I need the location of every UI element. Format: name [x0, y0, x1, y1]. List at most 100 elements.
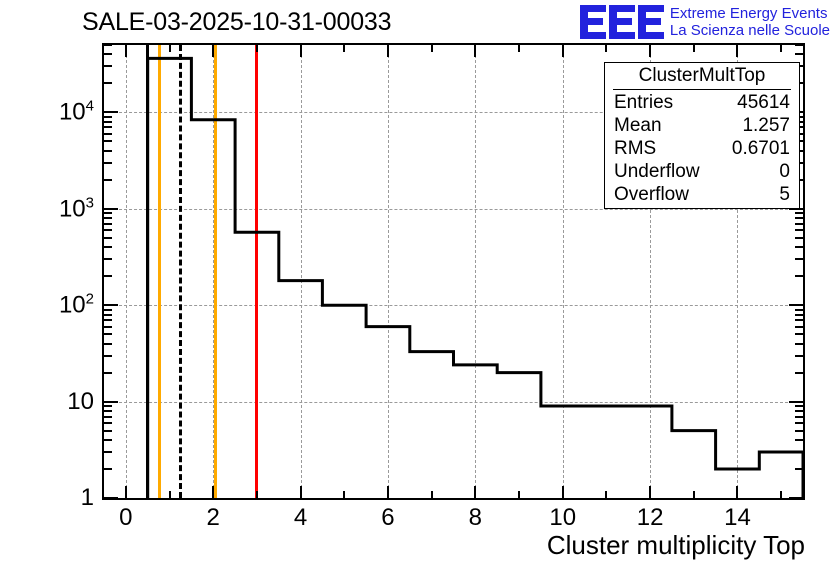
x-tick-top-minor [518, 45, 521, 52]
y-tick-right-minor [795, 313, 803, 316]
marker-orange-line-high [214, 45, 218, 498]
y-tick-minor [104, 258, 112, 261]
y-tick-right-minor [795, 217, 803, 220]
x-tick-major [474, 486, 477, 498]
x-tick-label: 14 [724, 504, 751, 531]
y-tick-label: 104 [58, 97, 94, 126]
y-tick-label: 1 [80, 484, 94, 511]
y-tick-minor [104, 342, 112, 345]
y-tick-minor [104, 429, 112, 432]
y-tick-right-minor [795, 333, 803, 336]
y-tick-right-minor [795, 236, 803, 239]
histogram-outline [146, 56, 803, 498]
y-tick-minor [104, 438, 112, 441]
y-tick-minor [104, 308, 112, 311]
marker-black-dashed-mean [179, 45, 183, 498]
x-tick-label: 6 [381, 504, 395, 531]
y-tick-minor [104, 405, 112, 407]
stats-title: ClusterMultTop [613, 64, 791, 90]
x-tick-top-minor [343, 45, 346, 52]
x-tick-minor [780, 491, 783, 498]
stats-label: Underflow [614, 161, 700, 182]
x-tick-minor [343, 491, 346, 498]
x-tick-minor [692, 491, 695, 498]
x-tick-label: 2 [206, 504, 220, 531]
y-tick-minor [104, 354, 112, 357]
marker-orange-line-low [158, 45, 162, 498]
y-tick-right-minor [795, 308, 803, 311]
y-tick-minor [104, 132, 112, 135]
y-tick-minor [104, 212, 112, 215]
x-tick-label: 0 [119, 504, 133, 531]
y-tick-right-minor [795, 222, 803, 225]
page-title: SALE-03-2025-10-31-00033 [82, 8, 392, 36]
y-tick-minor [104, 275, 112, 278]
y-tick-right-minor [795, 325, 803, 328]
eee-letters-icon [579, 5, 664, 39]
stats-row: Entries 45614 [605, 91, 799, 114]
y-tick-minor [104, 53, 112, 56]
y-tick-minor [104, 451, 112, 453]
y-tick-minor [104, 229, 112, 232]
x-tick-label: 8 [468, 504, 483, 531]
eee-logo: Extreme Energy Events La Scienza nelle S… [579, 2, 830, 42]
x-tick-major [736, 486, 739, 498]
stats-value: 0 [779, 161, 790, 182]
x-tick-top-minor [430, 45, 433, 52]
y-tick-minor [104, 325, 112, 328]
x-tick-top-minor [780, 45, 783, 52]
x-tick-major [649, 486, 652, 498]
y-tick-right-minor [795, 229, 803, 232]
x-tick-label: 12 [636, 504, 664, 531]
stats-value: 1.257 [742, 115, 790, 136]
stats-label: Entries [614, 92, 674, 113]
y-tick-major [104, 207, 118, 210]
y-tick-minor [104, 415, 112, 418]
x-tick-major [299, 486, 302, 498]
y-tick-minor [104, 236, 112, 239]
x-tick-major [212, 486, 215, 498]
y-tick-minor [104, 217, 112, 220]
x-tick-top-major [561, 45, 564, 57]
x-tick-top-minor [168, 45, 171, 52]
y-tick-right-minor [795, 275, 803, 278]
y-tick-minor [104, 120, 112, 123]
x-tick-minor [605, 491, 608, 498]
y-tick-right-minor [795, 319, 803, 322]
stats-value: 0.6701 [731, 138, 790, 159]
y-tick-right-major [789, 497, 803, 498]
stats-box: ClusterMultTop Entries 45614 Mean 1.257 RMS 0… [604, 62, 800, 209]
y-tick-minor [104, 65, 112, 68]
letter-e-icon [608, 5, 635, 39]
y-tick-minor [104, 149, 112, 152]
x-tick-major [561, 486, 564, 498]
letter-e-icon [637, 5, 664, 39]
x-tick-minor [168, 491, 171, 498]
y-tick-minor [104, 82, 112, 85]
y-tick-right-minor [795, 409, 803, 412]
y-tick-right-minor [795, 354, 803, 357]
y-tick-right-minor [795, 53, 803, 56]
eee-logo-text: Extreme Energy Events La Scienza nelle S… [670, 5, 830, 39]
y-tick-major [104, 497, 118, 498]
marker-red-line-high [255, 45, 259, 498]
x-tick-label: 10 [549, 504, 577, 531]
y-tick-major [104, 400, 118, 403]
y-tick-right-minor [795, 246, 803, 249]
y-tick-minor [104, 409, 112, 412]
y-tick-minor [104, 333, 112, 336]
x-tick-top-minor [605, 45, 608, 52]
y-tick-right-minor [795, 467, 803, 470]
x-tick-top-major [474, 45, 477, 57]
y-tick-minor [104, 467, 112, 470]
y-tick-label: 103 [58, 194, 94, 223]
x-tick-minor [518, 491, 521, 498]
y-tick-label: 102 [58, 290, 94, 319]
x-tick-minor [430, 491, 433, 498]
y-tick-minor [104, 371, 112, 374]
x-tick-top-minor [692, 45, 695, 52]
eee-logo-line1: Extreme Energy Events [669, 5, 828, 22]
stats-row: Underflow 0 [605, 160, 799, 183]
stats-label: Mean [614, 115, 662, 136]
